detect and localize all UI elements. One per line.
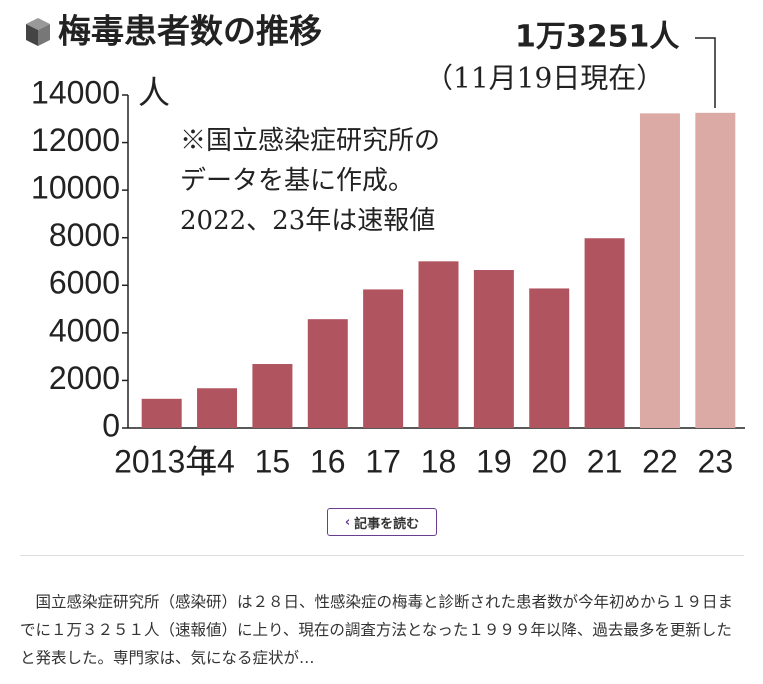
x-tick-label: 21 [587, 443, 623, 479]
x-tick-label: 16 [310, 443, 346, 479]
bar [584, 238, 625, 428]
callout-label: 1万3251人 [515, 20, 679, 55]
bar [473, 270, 514, 428]
read-article-button[interactable]: 記事を読む [327, 508, 437, 536]
note-line: データを基に作成。 [180, 166, 414, 196]
x-tick-label: 22 [642, 443, 678, 479]
y-unit: 人 [138, 74, 170, 110]
x-tick-label: 15 [255, 443, 291, 479]
bar [141, 398, 182, 428]
note-line: ※国立感染症研究所の [180, 126, 440, 156]
chart-title: 梅毒患者数の推移 [58, 12, 322, 51]
chart: 梅毒患者数の推移 人 1万3251人 （11月19日現在） 0 2000 4000 6… [26, 12, 745, 479]
y-tick-label: 2000 [49, 360, 120, 396]
y-tick-label: 10000 [31, 170, 120, 206]
y-tick-label: 6000 [49, 265, 120, 301]
y-tick-label: 8000 [49, 217, 120, 253]
x-tick-label: 23 [698, 443, 734, 479]
y-tick-label: 0 [102, 407, 120, 443]
y-tick-label: 14000 [31, 74, 120, 110]
divider [20, 555, 744, 556]
x-tick-label: 20 [531, 443, 567, 479]
bar [418, 261, 459, 428]
bar [529, 288, 570, 428]
x-tick-label: 2013年 [114, 443, 217, 479]
y-tick-label: 4000 [49, 312, 120, 348]
bar [252, 364, 293, 428]
bar [695, 112, 736, 429]
x-tick-label: 18 [421, 443, 457, 479]
bar [197, 388, 238, 428]
article-text: 国立感染症研究所（感染研）は２８日、性感染症の梅毒と診断された患者数が今年初めか… [20, 593, 734, 667]
bar [363, 289, 404, 428]
x-tick-label: 17 [365, 443, 401, 479]
bar [639, 113, 680, 428]
callout-leader [695, 37, 716, 108]
x-tick-label: 14 [199, 443, 235, 479]
x-tick-label: 19 [476, 443, 512, 479]
bar [307, 319, 348, 428]
y-tick-label: 12000 [31, 122, 120, 158]
cube-icon [26, 18, 50, 46]
callout-sub: （11月19日現在） [425, 62, 664, 95]
note-line: 2022、23年は速報値 [180, 206, 435, 236]
